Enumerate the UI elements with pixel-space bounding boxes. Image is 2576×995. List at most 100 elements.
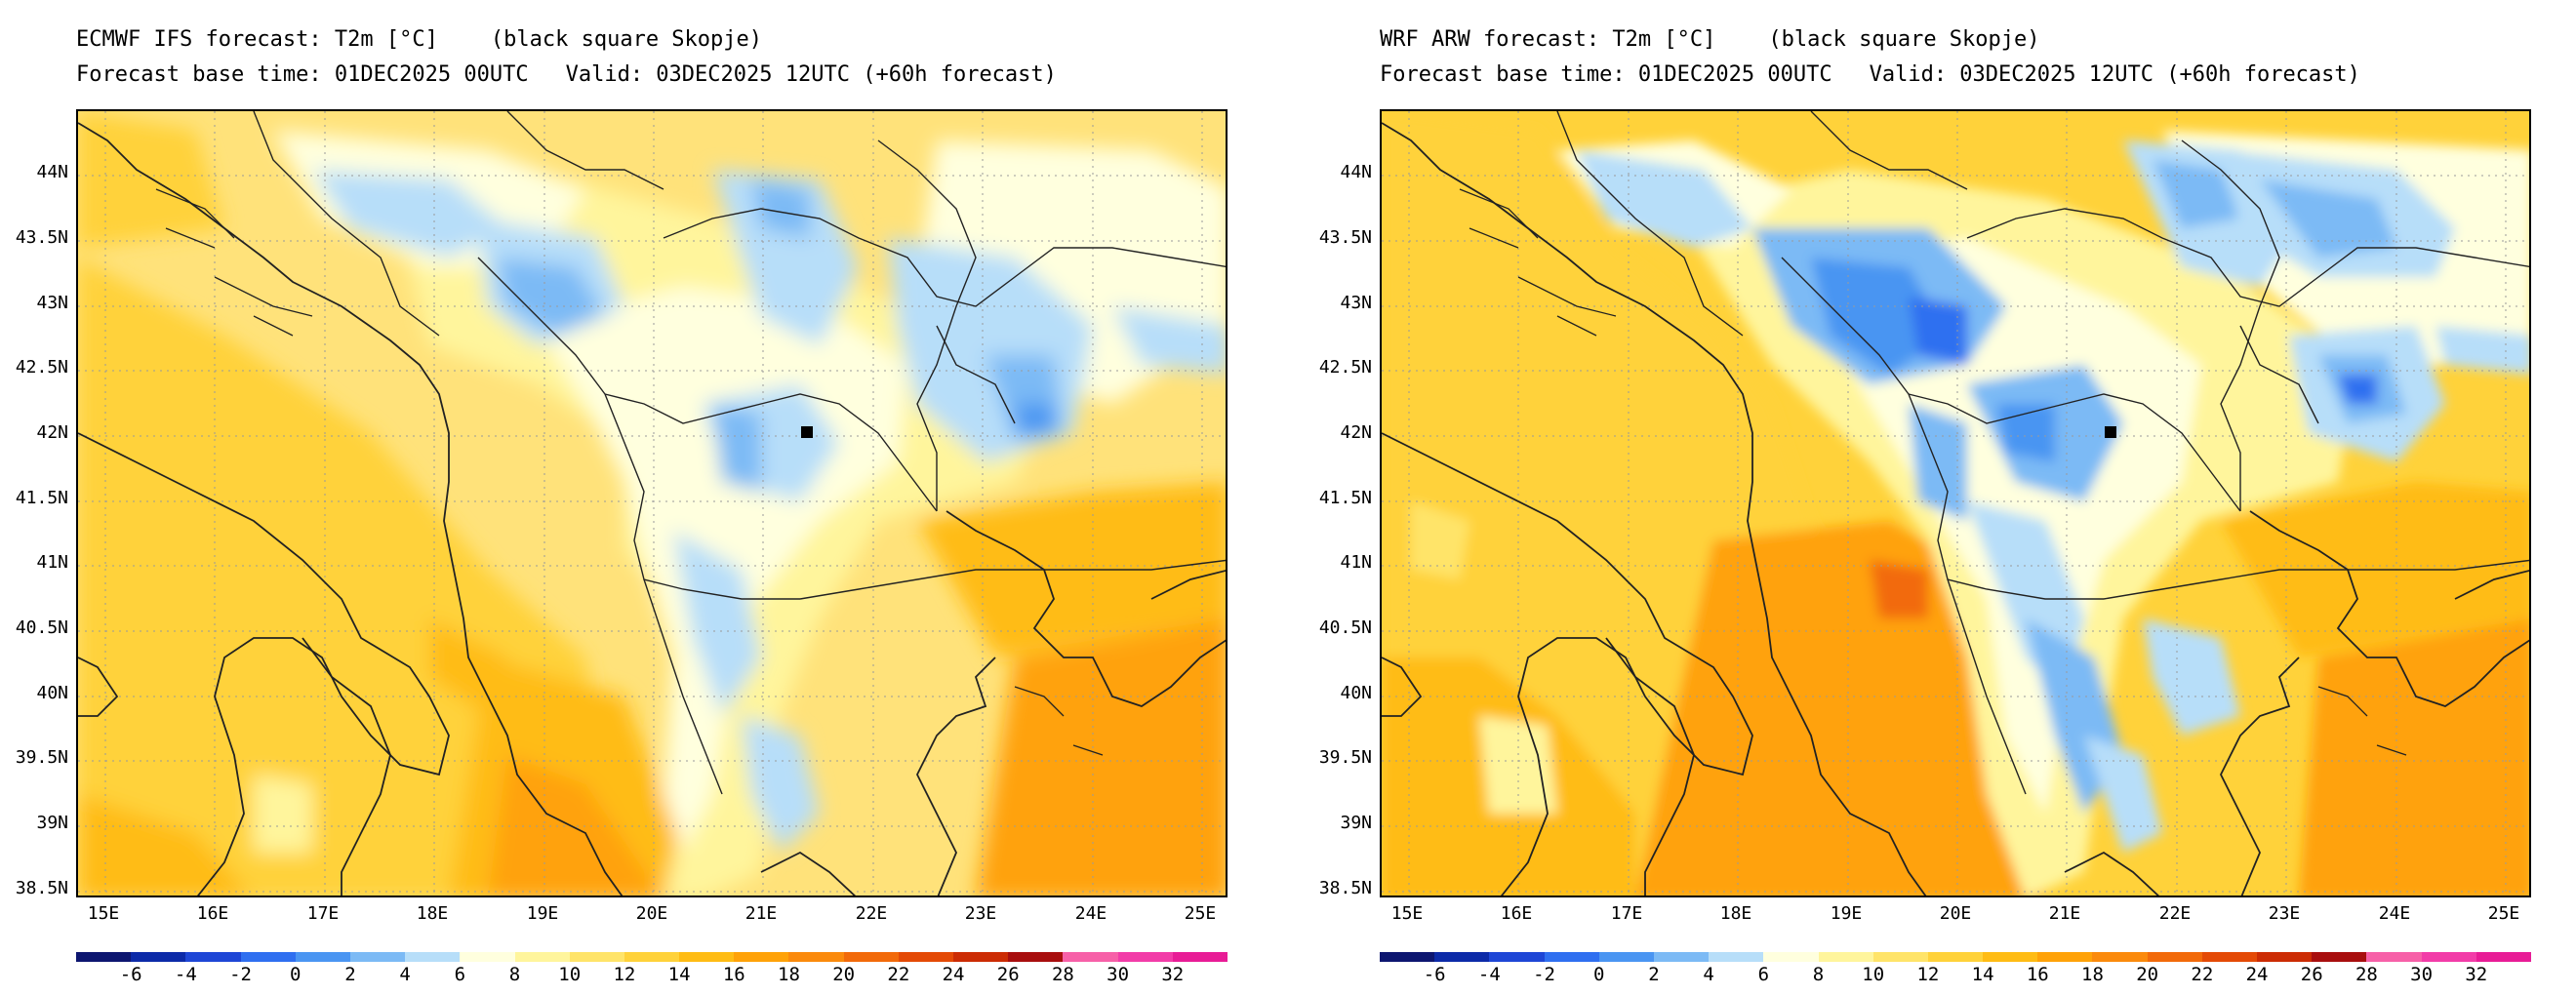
wrf-panel: WRF ARW forecast: T2m [°C] (black square … — [1304, 0, 2576, 995]
colorbar-label: 0 — [1593, 964, 1605, 985]
lon-label: 23E — [964, 903, 997, 924]
colorbar-segment — [2037, 952, 2093, 962]
colorbar-segment — [734, 952, 789, 962]
colorbar-segment — [2366, 952, 2423, 962]
colorbar-segment — [1008, 952, 1064, 962]
colorbar-segment — [569, 952, 625, 962]
colorbar-segment — [1434, 952, 1490, 962]
lon-label: 15E — [1390, 903, 1424, 924]
lon-label: 17E — [1610, 903, 1643, 924]
colorbar-segment — [349, 952, 406, 962]
colorbar-label: 18 — [2081, 964, 2104, 985]
colorbar-label: 12 — [1916, 964, 1940, 985]
colorbar-label: 20 — [832, 964, 856, 985]
country-borders — [1556, 111, 2529, 795]
colorbar-label: -4 — [174, 964, 197, 985]
lon-label: 20E — [635, 903, 668, 924]
coastlines — [78, 122, 1226, 896]
lon-label: 25E — [2487, 903, 2520, 924]
colorbar-segment — [2092, 952, 2149, 962]
lat-label: 40N — [1340, 683, 1372, 703]
panel-subtitle: Forecast base time: 01DEC2025 00UTC Valid… — [1380, 62, 2360, 87]
colorbar-label: 24 — [2245, 964, 2269, 985]
colorbar-label: 16 — [2026, 964, 2049, 985]
map-canvas — [1382, 111, 2529, 896]
lat-label: 39.5N — [15, 747, 68, 768]
colorbar-label: -6 — [1423, 964, 1446, 985]
colorbar — [1380, 952, 2532, 962]
colorbar-segment — [1763, 952, 1820, 962]
lat-label: 38.5N — [15, 878, 68, 898]
colorbar-segment — [295, 952, 351, 962]
lat-label: 42.5N — [15, 357, 68, 378]
colorbar-label: 22 — [887, 964, 910, 985]
lat-label: 44N — [36, 162, 68, 182]
colorbar-label: 14 — [667, 964, 691, 985]
islands — [155, 188, 1104, 756]
colorbar-label: 6 — [1757, 964, 1770, 985]
colorbar-label: 4 — [1703, 964, 1714, 985]
base-time: Forecast base time: 01DEC2025 00UTC — [1380, 62, 1832, 87]
colorbar-label: -4 — [1477, 964, 1501, 985]
colorbar-segment — [1117, 952, 1174, 962]
colorbar-segment — [1598, 952, 1655, 962]
colorbar-segment — [843, 952, 900, 962]
lat-label: 42.5N — [1318, 357, 1372, 378]
colorbar-label: 32 — [2465, 964, 2488, 985]
colorbar-label: 8 — [508, 964, 521, 985]
lat-label: 43N — [1340, 293, 1372, 313]
lat-label: 41.5N — [1318, 488, 1372, 508]
lon-label: 16E — [196, 903, 229, 924]
colorbar-segment — [1489, 952, 1546, 962]
panel-title: ECMWF IFS forecast: T2m [°C] (black squar… — [76, 27, 762, 52]
colorbar-segment — [2312, 952, 2367, 962]
lat-label: 43.5N — [15, 227, 68, 248]
lon-label: 16E — [1500, 903, 1533, 924]
colorbar-label: 16 — [722, 964, 745, 985]
colorbar-segment — [2421, 952, 2477, 962]
colorbar-segment — [1709, 952, 1764, 962]
lat-label: 38.5N — [1318, 878, 1372, 898]
colorbar-label: 32 — [1161, 964, 1185, 985]
lon-label: 22E — [855, 903, 888, 924]
islands — [1459, 188, 2407, 756]
colorbar-segment — [2257, 952, 2313, 962]
lon-label: 24E — [2378, 903, 2411, 924]
colorbar-label: 0 — [290, 964, 302, 985]
colorbar-label: 4 — [399, 964, 411, 985]
colorbar-label: 28 — [2355, 964, 2378, 985]
colorbar-label: 6 — [454, 964, 466, 985]
colorbar-segment — [131, 952, 186, 962]
lon-label: 21E — [745, 903, 778, 924]
colorbar-label: 20 — [2136, 964, 2159, 985]
colorbar-segment — [1818, 952, 1874, 962]
colorbar-segment — [76, 952, 132, 962]
base-time: Forecast base time: 01DEC2025 00UTC — [76, 62, 529, 87]
colorbar-segment — [953, 952, 1009, 962]
lat-label: 44N — [1340, 162, 1372, 182]
temperature-map — [76, 109, 1228, 897]
station-note: (black square Skopje) — [1768, 27, 2040, 52]
colorbar-label: -2 — [1533, 964, 1555, 985]
lat-label: 41N — [1340, 552, 1372, 573]
map-canvas — [78, 111, 1226, 896]
lon-label: 20E — [1939, 903, 1972, 924]
lon-label: 19E — [526, 903, 559, 924]
coastlines — [1382, 122, 2529, 896]
panel-subtitle: Forecast base time: 01DEC2025 00UTC Valid… — [76, 62, 1057, 87]
colorbar-label: 30 — [1107, 964, 1130, 985]
skopje-station-marker — [801, 426, 813, 438]
lon-label: 22E — [2158, 903, 2192, 924]
lat-label: 41.5N — [15, 488, 68, 508]
colorbar-label: 10 — [1862, 964, 1885, 985]
colorbar-label: 14 — [1971, 964, 1994, 985]
colorbar-label: -6 — [119, 964, 142, 985]
lat-label: 39.5N — [1318, 747, 1372, 768]
colorbar-segment — [185, 952, 242, 962]
colorbar-segment — [1544, 952, 1600, 962]
colorbar-label: 2 — [344, 964, 356, 985]
colorbar-segment — [1927, 952, 1984, 962]
colorbar-label: 28 — [1051, 964, 1074, 985]
colorbar-segment — [2201, 952, 2258, 962]
colorbar-label: 22 — [2191, 964, 2214, 985]
